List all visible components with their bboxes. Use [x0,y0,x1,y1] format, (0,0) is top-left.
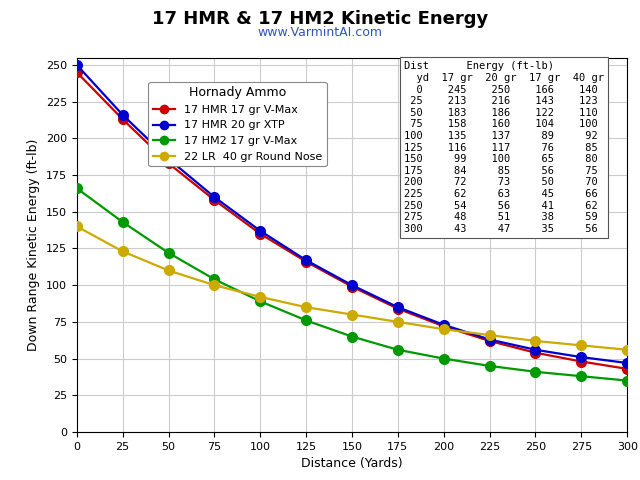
17 HM2 17 gr V-Max [211,276,218,282]
17 HM2 17 gr V-Max [302,318,310,324]
17 HMR 20 gr XTP [394,304,402,310]
17 HMR 17 gr V-Max [348,284,356,289]
17 HMR 17 gr V-Max [302,259,310,264]
Legend: 17 HMR 17 gr V-Max, 17 HMR 20 gr XTP, 17 HM2 17 gr V-Max, 22 LR  40 gr Round Nos: 17 HMR 17 gr V-Max, 17 HMR 20 gr XTP, 17… [148,82,326,166]
17 HMR 17 gr V-Max [623,366,631,372]
17 HMR 17 gr V-Max [532,350,540,356]
17 HMR 20 gr XTP [119,112,127,118]
22 LR  40 gr Round Nose [211,282,218,288]
22 LR  40 gr Round Nose [73,224,81,229]
17 HM2 17 gr V-Max [119,219,127,225]
22 LR  40 gr Round Nose [440,326,447,332]
22 LR  40 gr Round Nose [348,312,356,317]
X-axis label: Distance (Yards): Distance (Yards) [301,457,403,470]
17 HM2 17 gr V-Max [440,356,447,361]
17 HM2 17 gr V-Max [623,378,631,384]
Line: 17 HMR 20 gr XTP: 17 HMR 20 gr XTP [72,60,632,368]
22 LR  40 gr Round Nose [164,268,172,274]
17 HMR 20 gr XTP [211,194,218,200]
17 HMR 20 gr XTP [257,228,264,234]
17 HMR 17 gr V-Max [577,359,585,364]
17 HMR 17 gr V-Max [119,116,127,122]
22 LR  40 gr Round Nose [394,319,402,325]
17 HMR 17 gr V-Max [257,231,264,237]
17 HMR 20 gr XTP [577,354,585,360]
Text: www.VarmintAI.com: www.VarmintAI.com [257,26,383,39]
Line: 17 HM2 17 gr V-Max: 17 HM2 17 gr V-Max [72,183,632,385]
22 LR  40 gr Round Nose [119,249,127,254]
17 HM2 17 gr V-Max [257,299,264,304]
17 HMR 17 gr V-Max [211,197,218,203]
22 LR  40 gr Round Nose [302,304,310,310]
Y-axis label: Down Range Kinetic Energy (ft-lb): Down Range Kinetic Energy (ft-lb) [28,139,40,351]
17 HMR 20 gr XTP [348,282,356,288]
17 HMR 20 gr XTP [73,62,81,68]
Line: 17 HMR 17 gr V-Max: 17 HMR 17 gr V-Max [72,67,632,374]
17 HMR 17 gr V-Max [73,70,81,75]
17 HMR 20 gr XTP [440,322,447,328]
17 HMR 20 gr XTP [164,156,172,162]
17 HMR 17 gr V-Max [440,324,447,329]
17 HM2 17 gr V-Max [394,347,402,353]
17 HM2 17 gr V-Max [348,334,356,339]
17 HMR 20 gr XTP [623,360,631,366]
17 HMR 17 gr V-Max [486,338,493,344]
17 HMR 17 gr V-Max [394,306,402,312]
22 LR  40 gr Round Nose [532,338,540,344]
17 HMR 17 gr V-Max [164,160,172,166]
17 HM2 17 gr V-Max [73,185,81,191]
17 HMR 20 gr XTP [302,257,310,263]
17 HM2 17 gr V-Max [577,373,585,379]
Text: Dist      Energy (ft-lb)
  yd  17 gr  20 gr  17 gr  40 gr
  0    245    250    1: Dist Energy (ft-lb) yd 17 gr 20 gr 17 gr… [404,61,604,234]
17 HM2 17 gr V-Max [486,363,493,369]
Line: 22 LR  40 gr Round Nose: 22 LR 40 gr Round Nose [72,222,632,355]
17 HM2 17 gr V-Max [532,369,540,375]
22 LR  40 gr Round Nose [577,343,585,348]
22 LR  40 gr Round Nose [623,347,631,353]
17 HMR 20 gr XTP [486,336,493,342]
17 HMR 20 gr XTP [532,347,540,353]
Text: 17 HMR & 17 HM2 Kinetic Energy: 17 HMR & 17 HM2 Kinetic Energy [152,10,488,28]
17 HM2 17 gr V-Max [164,250,172,256]
22 LR  40 gr Round Nose [257,294,264,300]
22 LR  40 gr Round Nose [486,332,493,338]
